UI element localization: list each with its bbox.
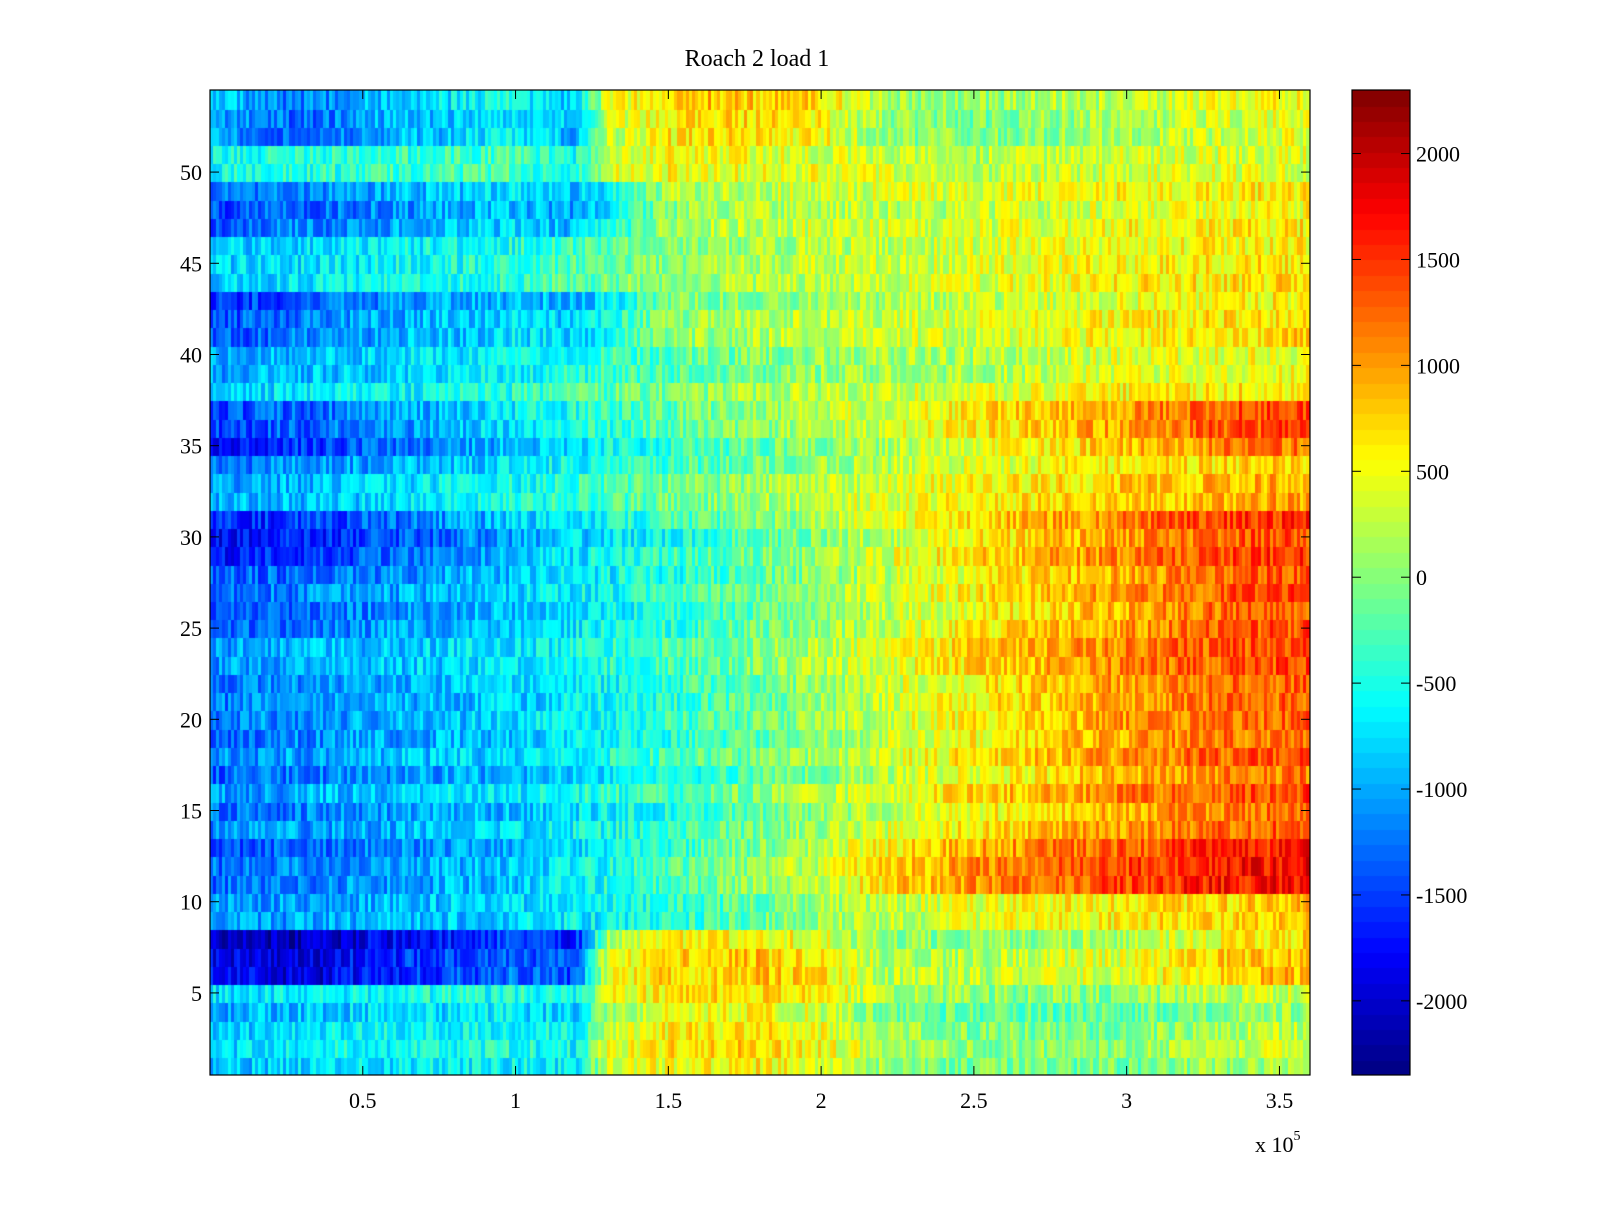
y-tick-label: 45 (180, 251, 202, 276)
x-tick-label: 0.5 (349, 1088, 377, 1113)
x-multiplier-label: x 105 (1255, 1129, 1301, 1157)
y-axis: 5 10 15 20 25 30 35 40 45 50 (180, 160, 1310, 1006)
y-tick-label: 20 (180, 707, 202, 732)
x-tick-label: 3 (1121, 1088, 1132, 1113)
colorbar-frame (1351, 89, 1411, 1076)
x-tick-label: 3.5 (1266, 1088, 1294, 1113)
heatmap-canvas (210, 90, 1310, 1075)
heatmap-plot-area (209, 89, 1311, 1076)
heatmap-image (210, 90, 1310, 1075)
colorbar-tick-label: -1500 (1416, 883, 1467, 908)
y-tick-label: 5 (191, 981, 202, 1006)
y-tick-label: 40 (180, 342, 202, 367)
colorbar-tick-label: 0 (1416, 565, 1427, 590)
colorbar-canvas (1352, 90, 1410, 1075)
colorbar-image (1352, 90, 1410, 1075)
colorbar-tick-label: -1000 (1416, 777, 1467, 802)
plot-frame (209, 89, 1311, 1076)
y-tick-label: 30 (180, 525, 202, 550)
y-tick-label: 10 (180, 890, 202, 915)
x-tick-label: 1 (510, 1088, 521, 1113)
colorbar-tick-label: -2000 (1416, 989, 1467, 1014)
x-axis: 0.5 1 1.5 2 2.5 3 3.5 (349, 90, 1293, 1113)
colorbar-tick-label: 1000 (1416, 353, 1460, 378)
y-tick-label: 50 (180, 160, 202, 185)
colorbar-ticks: 2000 1500 1000 500 0 -500 -1000 -1500 -2000 (1352, 142, 1467, 1014)
colorbar-tick-label: 1500 (1416, 247, 1460, 272)
colorbar-tick-label: 2000 (1416, 142, 1460, 167)
y-tick-label: 35 (180, 434, 202, 459)
x-tick-label: 1.5 (655, 1088, 683, 1113)
colorbar: 2000 1500 1000 500 0 -500 -1000 -1500 -2000 (1351, 89, 1467, 1076)
chart-title: Roach 2 load 1 (685, 46, 830, 72)
y-tick-label: 15 (180, 799, 202, 824)
y-tick-label: 25 (180, 616, 202, 641)
colorbar-tick-label: 500 (1416, 459, 1449, 484)
x-tick-label: 2.5 (960, 1088, 988, 1113)
x-tick-label: 2 (816, 1088, 827, 1113)
colorbar-tick-label: -500 (1416, 671, 1456, 696)
